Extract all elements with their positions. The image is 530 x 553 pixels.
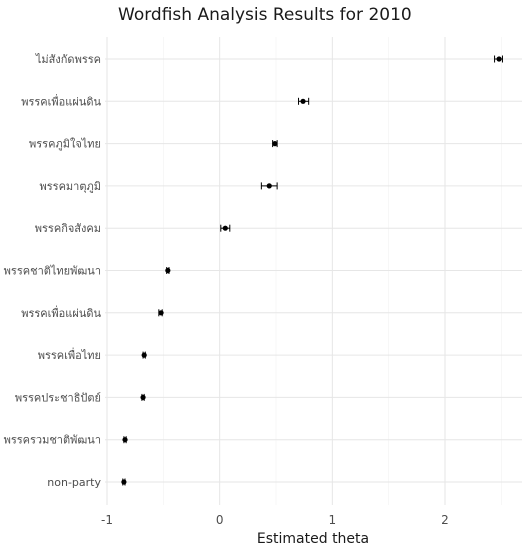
category-label: พรรคภูมิใจไทย: [29, 138, 101, 151]
x-tick-label: 2: [441, 513, 449, 527]
category-label: พรรคเพื่อไทย: [38, 347, 101, 362]
x-tick-labels: -1 0 1 2: [101, 513, 449, 527]
data-point: [158, 310, 164, 316]
data-point: [266, 183, 272, 189]
data-point-group: [298, 97, 310, 105]
x-tick-label: 1: [329, 513, 337, 527]
data-point: [121, 479, 127, 485]
data-point-group: [165, 267, 171, 274]
data-point: [165, 267, 171, 274]
data-point: [140, 394, 146, 400]
category-label: non-party: [47, 476, 101, 489]
data-point: [122, 437, 128, 443]
category-label: พรรคมาตุภูมิ: [40, 180, 102, 193]
data-point-group: [494, 55, 503, 63]
category-label: พรรคเพื่อแผ่นดิน: [21, 93, 101, 108]
category-labels: ไม่สังกัดพรรคพรรคเพื่อแผ่นดินพรรคภูมิใจไ…: [4, 53, 102, 489]
data-point-group: [272, 140, 278, 148]
data-point-group: [260, 182, 278, 190]
category-label: พรรคกิจสังคม: [35, 222, 101, 235]
x-axis-title: Estimated theta: [257, 531, 369, 547]
data-point-group: [220, 224, 231, 232]
grid-lines: [105, 37, 522, 505]
data-point: [272, 141, 278, 147]
data-point: [141, 352, 147, 358]
chart-title: Wordfish Analysis Results for 2010: [118, 5, 412, 25]
data-marks: [121, 55, 503, 486]
category-label: พรรคเพื่อแผ่นดิน: [21, 305, 101, 320]
category-label: พรรครวมชาติพัฒนา: [4, 434, 101, 447]
data-point: [300, 98, 306, 104]
x-tick-label: -1: [101, 513, 113, 527]
category-label: ไม่สังกัดพรรค: [35, 53, 101, 66]
category-label: พรรคประชาธิปัตย์: [15, 391, 101, 404]
data-point-group: [140, 393, 146, 401]
data-point-group: [158, 309, 164, 317]
category-label: พรรคชาติไทยพัฒนา: [4, 265, 101, 278]
data-point: [496, 56, 502, 62]
data-point-group: [121, 478, 127, 486]
data-point-group: [141, 351, 147, 359]
data-point-group: [122, 436, 128, 444]
data-point: [222, 225, 228, 231]
x-tick-label: 0: [216, 513, 224, 527]
